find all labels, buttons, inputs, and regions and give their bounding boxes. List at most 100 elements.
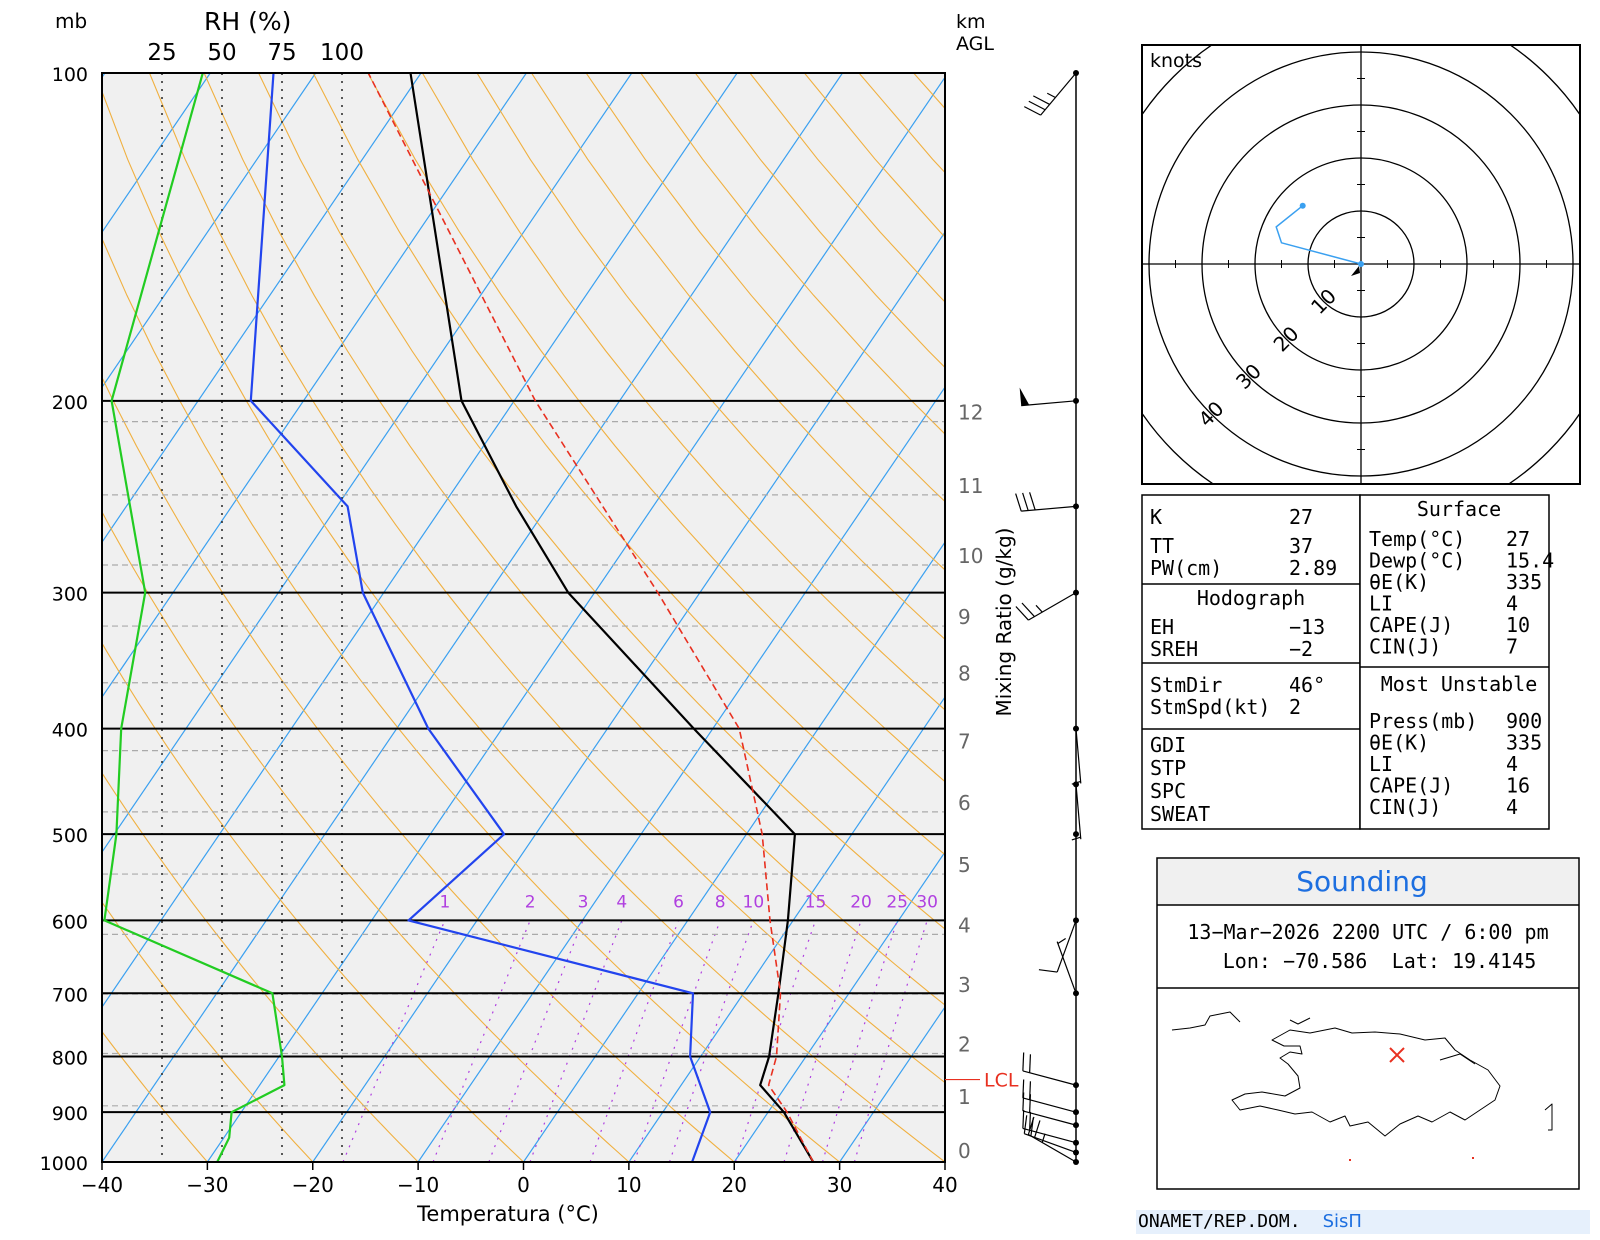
pressure-tick-label: 500: [52, 825, 88, 847]
pressure-tick-label: 400: [52, 720, 88, 742]
mixing-ratio-label: 30: [916, 892, 938, 912]
pressure-tick-label: 600: [52, 911, 88, 933]
height-tick-label: 9: [958, 605, 971, 629]
temp-tick-label: −40: [81, 1173, 123, 1197]
mixing-ratio-label: 3: [578, 892, 589, 912]
hodograph-section-header: Hodograph: [1197, 586, 1305, 610]
pressure-tick-label: 800: [52, 1047, 88, 1069]
most-unstable-index-label: CAPE(J): [1369, 774, 1453, 798]
wind-barb: [1023, 1080, 1079, 1116]
temp-tick-label: 30: [827, 1173, 852, 1197]
surface-index-value: 15.4: [1506, 549, 1554, 573]
surface-index-label: Dewp(°C): [1369, 549, 1465, 573]
most-unstable-index-label: LI: [1369, 752, 1393, 776]
pressure-tick-label: 1000: [40, 1153, 88, 1175]
pressure-tick-label: 900: [52, 1103, 88, 1125]
most-unstable-section-header: Most Unstable: [1381, 672, 1538, 696]
most-unstable-index-value: 900: [1506, 709, 1542, 733]
index-spc-label: SPC: [1150, 779, 1186, 803]
height-tick-label: 3: [958, 973, 971, 997]
wind-barb: [1024, 1115, 1079, 1155]
sounding-lon: Lon: −70.586: [1223, 949, 1368, 973]
mixing-ratio-label: 20: [850, 892, 872, 912]
mixing-ratio-label: 6: [673, 892, 684, 912]
pressure-tick-label: 100: [52, 64, 88, 86]
surface-index-value: 4: [1506, 592, 1518, 616]
footer-org: ONAMET/REP.DOM.: [1136, 1211, 1301, 1232]
height-tick-label: 1: [958, 1085, 971, 1109]
index-sweat-label: SWEAT: [1150, 802, 1210, 826]
mixing-ratio-label: 15: [805, 892, 827, 912]
km-label: km: [956, 11, 986, 33]
rh-tick-label: 100: [320, 40, 364, 66]
temp-tick-label: 20: [722, 1173, 747, 1197]
mixing-ratio-label: 25: [886, 892, 908, 912]
most-unstable-index-label: CIN(J): [1369, 795, 1441, 819]
mixing-ratio-label: 2: [525, 892, 536, 912]
height-tick-label: 11: [958, 474, 983, 498]
index-stmspd-label: StmSpd(kt): [1150, 695, 1270, 719]
index-stmspd-value: 2: [1289, 695, 1301, 719]
most-unstable-index-value: 16: [1506, 774, 1530, 798]
lcl-label: LCL: [984, 1070, 1019, 1092]
index-pw-value: 2.89: [1289, 556, 1337, 580]
rh-tick-label: 75: [267, 40, 296, 66]
temp-tick-label: 10: [616, 1173, 641, 1197]
index-eh-value: −13: [1289, 615, 1325, 639]
index-stmdir-label: StmDir: [1150, 673, 1222, 697]
index-gdi-label: GDI: [1150, 733, 1186, 757]
sounding-lat: Lat: 19.4145: [1392, 949, 1537, 973]
wind-barb: [1020, 388, 1079, 406]
mixing-ratio-label: 4: [616, 892, 627, 912]
mixing-ratio-label: 10: [743, 892, 765, 912]
pressure-tick-label: 300: [52, 584, 88, 606]
height-tick-label: 10: [958, 544, 983, 568]
rh-axis-label: RH (%): [204, 7, 291, 36]
sounding-panel: Sounding 13−Mar−2026 2200 UTC / 6:00 pm …: [1157, 858, 1579, 1189]
index-tt-label: TT: [1150, 534, 1174, 558]
mixing-ratio-label: 8: [715, 892, 726, 912]
index-stmdir-value: 46°: [1289, 673, 1325, 697]
index-sreh-value: −2: [1289, 637, 1313, 661]
temp-tick-label: 0: [517, 1173, 530, 1197]
index-stp-label: STP: [1150, 756, 1186, 780]
x-axis-label: Temperatura (°C): [416, 1202, 599, 1226]
surface-index-label: LI: [1369, 592, 1393, 616]
mixing-ratio-label: 1: [439, 892, 450, 912]
surface-index-value: 27: [1506, 527, 1530, 551]
index-pw-label: PW(cm): [1150, 556, 1222, 580]
most-unstable-index-label: θE(K): [1369, 731, 1429, 755]
pressure-unit-label: mb: [55, 9, 87, 33]
sounding-datetime: 13−Mar−2026 2200 UTC / 6:00 pm: [1187, 920, 1548, 944]
mixing-ratio-axis-label: Mixing Ratio (g/kg): [992, 528, 1016, 717]
footer-sis-link[interactable]: SisΠ: [1323, 1211, 1362, 1232]
height-tick-label: 4: [958, 913, 971, 937]
pressure-tick-label: 700: [52, 984, 88, 1006]
surface-index-label: CAPE(J): [1369, 613, 1453, 637]
wind-barb: [1024, 70, 1079, 115]
most-unstable-index-value: 4: [1506, 752, 1518, 776]
temp-tick-label: 40: [932, 1173, 957, 1197]
sounding-title: Sounding: [1296, 865, 1427, 898]
temp-tick-label: −30: [186, 1173, 228, 1197]
height-tick-label: 5: [958, 853, 971, 877]
pressure-tick-label: 200: [52, 392, 88, 414]
index-k-label: K: [1150, 505, 1162, 529]
index-eh-label: EH: [1150, 615, 1174, 639]
plot-background: [102, 73, 945, 1162]
most-unstable-index-value: 335: [1506, 731, 1542, 755]
index-sreh-label: SREH: [1150, 637, 1198, 661]
surface-index-value: 7: [1506, 635, 1518, 659]
index-tt-value: 37: [1289, 534, 1313, 558]
agl-label: AGL: [956, 33, 994, 55]
surface-index-label: Temp(°C): [1369, 527, 1465, 551]
temp-tick-label: −20: [292, 1173, 334, 1197]
wind-barb: [1073, 831, 1079, 837]
height-tick-label: 7: [958, 730, 971, 754]
most-unstable-index-label: Press(mb): [1369, 709, 1477, 733]
most-unstable-index-value: 4: [1506, 795, 1518, 819]
footer: ONAMET/REP.DOM. SisΠ: [1136, 1210, 1590, 1234]
surface-index-value: 335: [1506, 570, 1542, 594]
surface-index-value: 10: [1506, 613, 1530, 637]
